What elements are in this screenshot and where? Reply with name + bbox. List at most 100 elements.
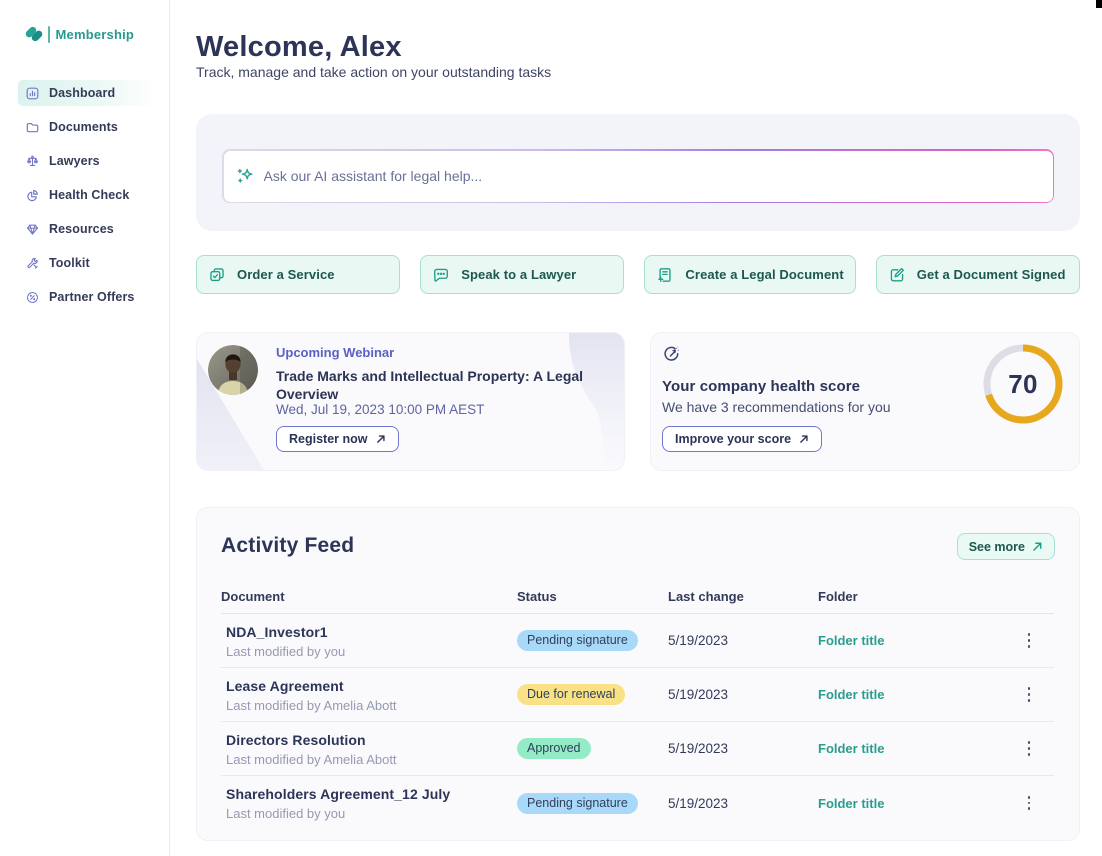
- scales-icon: [26, 155, 39, 168]
- last-change-date: 5/19/2023: [668, 687, 729, 702]
- document-plus-icon: [656, 266, 674, 284]
- ai-input-border: [222, 149, 1054, 203]
- document-cell: Shareholders Agreement_12 July Last modi…: [221, 785, 517, 821]
- column-header-document: Document: [221, 589, 285, 604]
- table-row: Directors Resolution Last modified by Am…: [221, 722, 1054, 776]
- column-header-last-change: Last change: [668, 589, 744, 604]
- quick-action-label: Get a Document Signed: [916, 267, 1066, 282]
- folder-link[interactable]: Folder title: [818, 795, 885, 811]
- speak-to-a-lawyer-button[interactable]: Speak to a Lawyer: [420, 255, 625, 294]
- sidebar-item-documents[interactable]: Documents: [18, 114, 156, 140]
- health-score-subtitle: We have 3 recommendations for you: [662, 399, 891, 415]
- ai-assistant-input[interactable]: [263, 168, 1041, 184]
- main-content: Welcome, Alex Track, manage and take act…: [170, 0, 1102, 856]
- webinar-card: Upcoming Webinar Trade Marks and Intelle…: [196, 332, 625, 471]
- table-row: Shareholders Agreement_12 July Last modi…: [221, 776, 1054, 830]
- signature-icon: [888, 266, 906, 284]
- see-more-button[interactable]: See more: [956, 533, 1055, 560]
- document-cell: Directors Resolution Last modified by Am…: [221, 731, 517, 767]
- activity-feed-card: Activity Feed See more Document Status L…: [196, 507, 1080, 841]
- register-now-label: Register now: [289, 432, 368, 446]
- improve-your-score-button[interactable]: Improve your score: [662, 426, 823, 452]
- folder-link[interactable]: Folder title: [818, 741, 885, 756]
- health-score-title: Your company health score: [662, 378, 861, 395]
- register-now-button[interactable]: Register now: [276, 426, 399, 452]
- gem-icon: [26, 223, 39, 236]
- status-badge: Due for renewal: [517, 684, 626, 705]
- document-cell: NDA_Investor1 Last modified by you: [221, 623, 517, 659]
- sidebar-item-label: Toolkit: [49, 256, 90, 270]
- document-subtitle: Last modified by you: [226, 806, 346, 821]
- logo-divider: [48, 25, 50, 43]
- row-menu-kebab-icon[interactable]: [1025, 738, 1034, 758]
- folder-link[interactable]: Folder title: [818, 633, 885, 648]
- status-badge: Pending signature: [517, 792, 638, 814]
- column-header-folder: Folder: [818, 589, 858, 604]
- webinar-title: Trade Marks and Intellectual Property: A…: [276, 368, 584, 402]
- table-row: Lease Agreement Last modified by Amelia …: [221, 668, 1054, 722]
- sidebar-item-label: Partner Offers: [49, 290, 135, 304]
- status-badge: Approved: [517, 738, 591, 759]
- activity-table-header: Document Status Last change Folder: [221, 590, 1054, 614]
- sidebar-item-label: Documents: [49, 120, 118, 134]
- order-a-service-button[interactable]: Order a Service: [196, 255, 401, 294]
- ai-assistant-panel: [196, 114, 1080, 231]
- activity-feed-title: Activity Feed: [221, 534, 355, 557]
- document-title: Directors Resolution: [226, 731, 366, 748]
- sidebar-item-resources[interactable]: Resources: [18, 216, 156, 242]
- gauge-icon: [662, 345, 681, 364]
- row-menu-kebab-icon[interactable]: [1025, 684, 1034, 704]
- activity-table: Document Status Last change Folder NDA_I…: [221, 590, 1054, 830]
- health-score-card: Your company health score We have 3 reco…: [650, 332, 1080, 471]
- last-change-date: 5/19/2023: [668, 633, 729, 648]
- tools-icon: [26, 257, 39, 270]
- sparkle-icon: [236, 167, 254, 185]
- quick-actions-row: Order a Service Speak to a Lawyer: [196, 255, 1080, 294]
- folder-link[interactable]: Folder title: [818, 687, 885, 702]
- webinar-datetime: Wed, Jul 19, 2023 10:00 PM AEST: [276, 402, 485, 417]
- webinar-eyebrow: Upcoming Webinar: [276, 345, 395, 360]
- screen-corner-artifact: [1096, 0, 1102, 8]
- get-a-document-signed-button[interactable]: Get a Document Signed: [875, 255, 1080, 294]
- health-score-ring: 70: [983, 344, 1063, 424]
- sidebar: Membership Dashboard Documents: [0, 0, 170, 856]
- document-cell: Lease Agreement Last modified by Amelia …: [221, 677, 517, 713]
- cards-row: Upcoming Webinar Trade Marks and Intelle…: [196, 332, 1080, 471]
- pie-chart-icon: [26, 189, 39, 202]
- sidebar-item-partner-offers[interactable]: Partner Offers: [18, 284, 156, 310]
- page-subtitle: Track, manage and take action on your ou…: [196, 64, 552, 80]
- percent-badge-icon: [26, 291, 39, 304]
- page-title: Welcome, Alex: [196, 31, 402, 63]
- table-row: NDA_Investor1 Last modified by you Pendi…: [221, 614, 1054, 668]
- sidebar-item-health-check[interactable]: Health Check: [18, 182, 156, 208]
- sidebar-item-label: Health Check: [49, 188, 130, 202]
- quick-action-label: Order a Service: [237, 267, 335, 282]
- arrow-up-right-icon: [800, 435, 808, 443]
- last-change-date: 5/19/2023: [668, 741, 729, 756]
- see-more-label: See more: [968, 539, 1025, 554]
- arrow-up-right-icon: [1033, 542, 1042, 551]
- document-title: Shareholders Agreement_12 July: [226, 786, 451, 802]
- chat-icon: [432, 266, 450, 284]
- row-menu-kebab-icon[interactable]: [1025, 630, 1034, 650]
- sidebar-item-toolkit[interactable]: Toolkit: [18, 250, 156, 276]
- sidebar-item-label: Dashboard: [49, 86, 116, 100]
- brand-logo-icon: [25, 26, 43, 42]
- sidebar-nav: Dashboard Documents: [18, 80, 156, 310]
- sidebar-item-lawyers[interactable]: Lawyers: [18, 148, 156, 174]
- brand-name: Membership: [55, 26, 135, 42]
- sidebar-item-label: Lawyers: [49, 154, 100, 168]
- health-score-value: 70: [1008, 368, 1038, 399]
- create-a-legal-document-button[interactable]: Create a Legal Document: [644, 255, 856, 294]
- sidebar-item-dashboard[interactable]: Dashboard: [18, 80, 156, 106]
- order-service-icon: [208, 266, 226, 284]
- dashboard-icon: [26, 87, 39, 100]
- column-header-status: Status: [517, 589, 557, 604]
- row-menu-kebab-icon[interactable]: [1025, 793, 1034, 813]
- quick-action-label: Speak to a Lawyer: [461, 267, 577, 282]
- arrow-up-right-icon: [376, 435, 385, 443]
- document-title: NDA_Investor1: [226, 623, 328, 640]
- improve-score-label: Improve your score: [675, 432, 792, 446]
- document-subtitle: Last modified by Amelia Abott: [226, 751, 397, 767]
